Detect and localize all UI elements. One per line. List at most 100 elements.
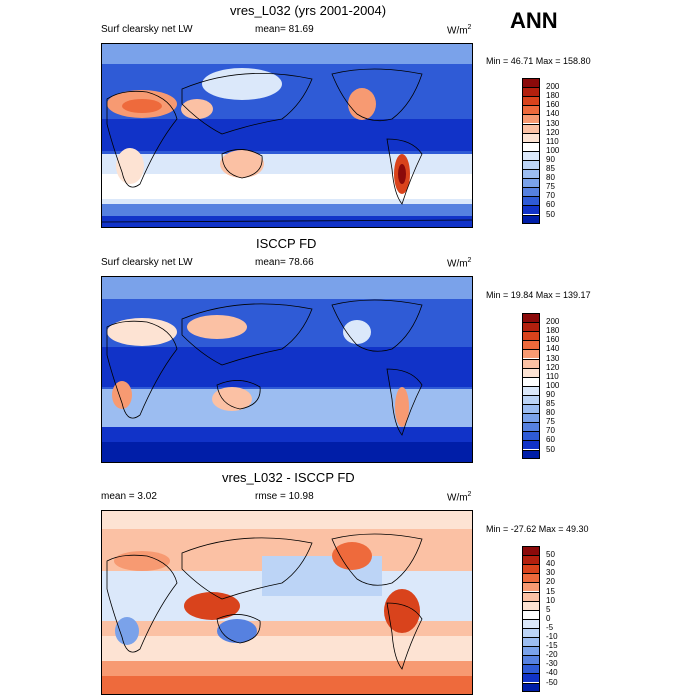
colorbar-tick-label: 15 [546, 586, 555, 596]
colorbar-tick-label: 10 [546, 595, 555, 605]
colorbar-tick-label: -20 [546, 650, 558, 660]
panel2-title: ISCCP FD [256, 236, 317, 251]
colorbar-tick-label: 160 [546, 100, 560, 110]
panel2-map [101, 276, 473, 463]
colorbar-tick-label: 160 [546, 335, 560, 345]
colorbar-tick-label: 20 [546, 577, 555, 587]
colorbar-tick-label: 200 [546, 82, 560, 92]
panel1-left-label: Surf clearsky net LW [101, 24, 193, 35]
colorbar-swatch [522, 331, 540, 341]
colorbar-swatch [522, 367, 540, 377]
colorbar-tick-label: 85 [546, 399, 555, 408]
colorbar-tick-label: 50 [546, 550, 555, 560]
colorbar-swatch [522, 322, 540, 332]
colorbar-frame [522, 313, 540, 459]
colorbar-tick-label: -50 [546, 677, 558, 687]
panel2-minmax: Min = 19.84 Max = 139.17 [486, 290, 591, 300]
colorbar-swatch [522, 422, 540, 432]
colorbar-swatch [522, 449, 540, 459]
panel3-minmax: Min = -27.62 Max = 49.30 [486, 524, 589, 534]
colorbar-tick-label: 110 [546, 371, 559, 381]
colorbar-swatch [522, 205, 540, 215]
colorbar-swatch [522, 664, 540, 674]
panel1-map [101, 43, 473, 228]
colorbar-swatch [522, 214, 540, 224]
panel2-units: W/m2 [447, 257, 472, 270]
colorbar-tick-label: -10 [546, 632, 558, 641]
panel3-units: W/m2 [447, 491, 472, 504]
colorbar-swatch [522, 394, 540, 404]
colorbar-swatch [522, 627, 540, 637]
colorbar-swatch [522, 431, 540, 441]
colorbar-tick-label: 60 [546, 435, 555, 445]
colorbar-swatch [522, 358, 540, 368]
panel3-map [101, 510, 473, 695]
colorbar-swatch [522, 564, 540, 574]
panel2-left-label: Surf clearsky net LW [101, 257, 193, 268]
colorbar-swatch [522, 413, 540, 423]
colorbar-swatch [522, 655, 540, 665]
colorbar-swatch [522, 609, 540, 619]
colorbar-swatch [522, 132, 540, 142]
colorbar-swatch [522, 196, 540, 206]
colorbar-tick-label: 50 [546, 209, 555, 219]
colorbar-tick-label: 140 [546, 109, 560, 119]
colorbar-swatch [522, 618, 540, 628]
panel1-units: W/m2 [447, 24, 472, 37]
colorbar-tick-label: 75 [546, 182, 555, 192]
colorbar-swatch [522, 582, 540, 592]
panel2-mean-label: mean= 78.66 [255, 257, 314, 268]
colorbar-swatch [522, 673, 540, 683]
colorbar-swatch [522, 573, 540, 583]
colorbar-tick-label: 70 [546, 191, 555, 201]
panel3-rmse-label: rmse = 10.98 [255, 491, 314, 502]
colorbar-tick-label: 130 [546, 118, 560, 128]
colorbar-swatch [522, 169, 540, 179]
colorbar-frame [522, 78, 540, 224]
colorbar-tick-label: 90 [546, 389, 555, 399]
colorbar-swatch [522, 682, 540, 692]
panel1-title: vres_L032 (yrs 2001-2004) [230, 3, 387, 18]
panel3-title: vres_L032 - ISCCP FD [222, 470, 355, 485]
colorbar-frame [522, 546, 540, 692]
colorbar-swatch [522, 187, 540, 197]
colorbar-tick-label: -30 [546, 659, 558, 669]
colorbar-tick-label: 200 [546, 317, 560, 327]
colorbar-tick-label: -5 [546, 622, 554, 632]
colorbar-swatch [522, 340, 540, 350]
colorbar-swatch [522, 376, 540, 386]
colorbar-swatch [522, 178, 540, 188]
colorbar-swatch [522, 87, 540, 97]
colorbar-tick-label: 0 [546, 613, 551, 623]
colorbar-tick-label: 130 [546, 353, 560, 363]
colorbar-tick-label: 180 [546, 326, 560, 336]
colorbar-tick-label: 80 [546, 173, 555, 183]
colorbar-swatch [522, 96, 540, 106]
colorbar-swatch [522, 150, 540, 160]
colorbar-tick-label: 180 [546, 91, 560, 101]
colorbar-tick-label: 75 [546, 417, 555, 427]
colorbar-tick-label: 30 [546, 568, 555, 578]
colorbar-tick-label: 100 [546, 145, 560, 155]
colorbar-tick-label: 5 [546, 604, 551, 614]
panel3-mean-label: mean = 3.02 [101, 491, 157, 502]
colorbar-swatch [522, 159, 540, 169]
colorbar-swatch [522, 440, 540, 450]
colorbar-swatch [522, 123, 540, 133]
colorbar-swatch [522, 105, 540, 115]
colorbar-tick-label: 120 [546, 362, 560, 372]
colorbar-swatch [522, 349, 540, 359]
colorbar-tick-label: 110 [546, 136, 559, 146]
colorbar-tick-label: -15 [546, 641, 558, 651]
colorbar-tick-label: 100 [546, 380, 560, 390]
colorbar-swatch [522, 646, 540, 656]
colorbar-tick-label: 120 [546, 127, 560, 137]
colorbar-swatch [522, 114, 540, 124]
colorbar-tick-label: 40 [546, 559, 555, 569]
colorbar-tick-label: 90 [546, 154, 555, 164]
colorbar-swatch [522, 404, 540, 414]
colorbar-swatch [522, 141, 540, 151]
panel1-minmax: Min = 46.71 Max = 158.80 [486, 56, 591, 66]
colorbar-swatch [522, 600, 540, 610]
colorbar-swatch [522, 637, 540, 647]
